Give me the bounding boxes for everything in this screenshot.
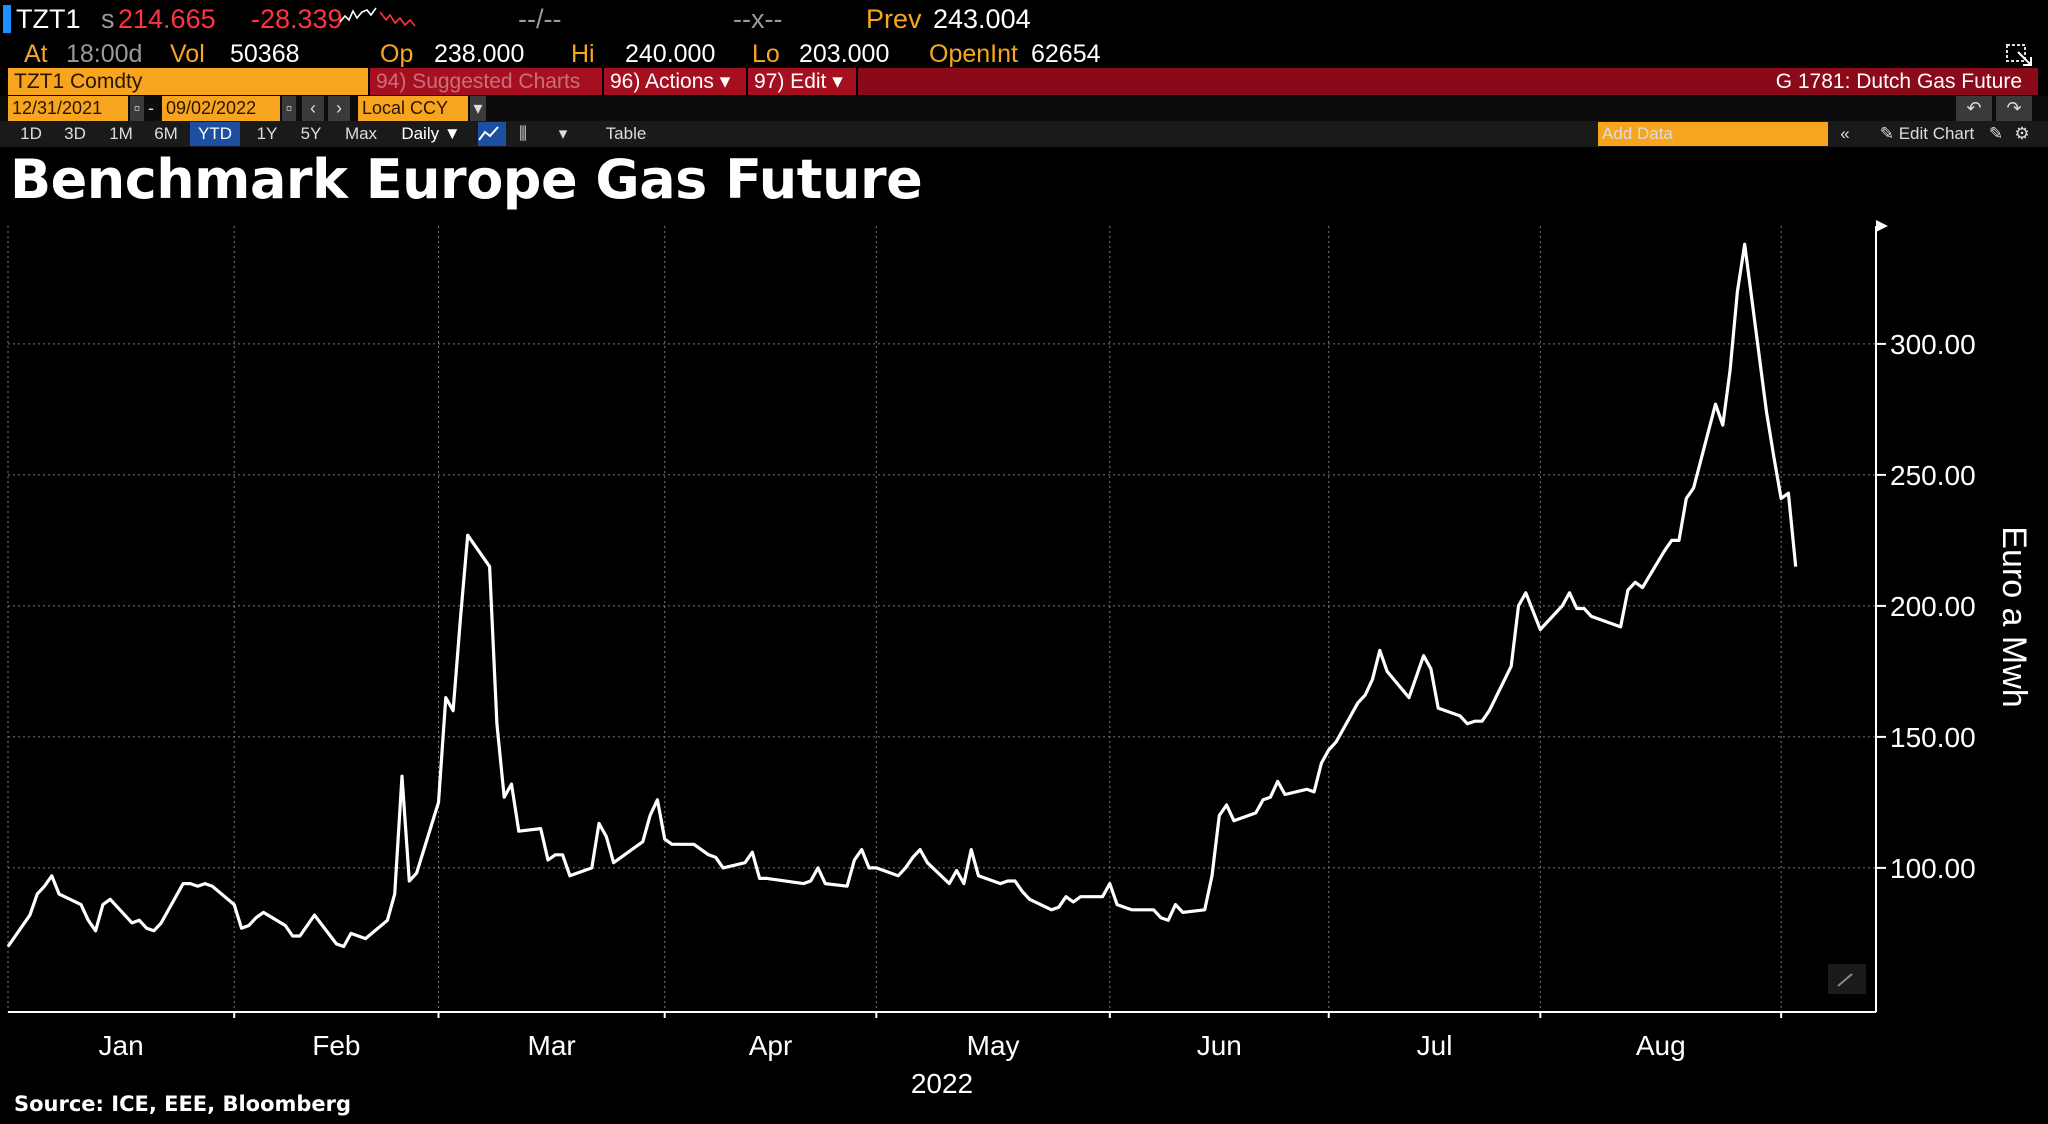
period-1m[interactable]: 1M: [109, 124, 133, 143]
security-field[interactable]: TZT1 Comdty: [8, 68, 368, 95]
x-tick-label: May: [967, 1030, 1020, 1061]
period-1d[interactable]: 1D: [20, 124, 42, 143]
y-tick-label: 200.00: [1890, 591, 1976, 622]
frequency-select[interactable]: Daily ▼: [401, 124, 461, 143]
currency-select[interactable]: Local CCY: [358, 96, 468, 121]
gear-icon[interactable]: ⚙: [2014, 124, 2030, 143]
add-data-input[interactable]: Add Data: [1598, 122, 1828, 146]
x-tick-label: Mar: [528, 1030, 576, 1061]
chart-source: Source: ICE, EEE, Bloomberg: [14, 1092, 352, 1116]
edit-menu[interactable]: 97) Edit ▾: [748, 68, 856, 95]
x-tick-label: Jul: [1417, 1030, 1453, 1061]
low-price: 203.000: [799, 40, 890, 68]
security-bar: TZT1 Comdty 94) Suggested Charts 96) Act…: [0, 68, 2048, 95]
sparkline-red-icon: [380, 6, 416, 30]
open-label: Op: [380, 40, 414, 68]
ticker[interactable]: TZT1: [16, 4, 81, 34]
start-calendar-icon[interactable]: ▫: [130, 96, 144, 121]
period-6m[interactable]: 6M: [154, 124, 178, 143]
high-price: 240.000: [625, 40, 716, 68]
chart-title: Benchmark Europe Gas Future: [10, 148, 923, 211]
quote-time: 18:00d: [66, 40, 143, 68]
function-bar: G 1781: Dutch Gas Future: [858, 68, 2038, 95]
bid-ask: --/--: [518, 4, 562, 34]
price-series-line[interactable]: [6, 242, 1798, 949]
suggested-charts-button[interactable]: 94) Suggested Charts: [370, 68, 602, 95]
security-marker: [3, 5, 11, 33]
end-date-field[interactable]: 09/02/2022: [162, 96, 280, 121]
edit-chart-button[interactable]: ✎ Edit Chart: [1862, 122, 1992, 146]
at-label: At: [24, 40, 48, 68]
undo-icon[interactable]: ↶: [1956, 96, 1992, 121]
price-prefix: s: [101, 4, 115, 34]
redo-icon[interactable]: ↷: [1996, 96, 2032, 121]
vol-label: Vol: [170, 40, 205, 68]
period-3d[interactable]: 3D: [64, 124, 86, 143]
date-separator: -: [148, 98, 154, 118]
line-chart-icon[interactable]: [478, 122, 506, 146]
open-interest: 62654: [1031, 40, 1101, 68]
function-title: G 1781: Dutch Gas Future: [1775, 70, 2022, 93]
actions-menu[interactable]: 96) Actions ▾: [604, 68, 746, 95]
edit-chart-label: Edit Chart: [1898, 124, 1975, 143]
date-range-bar: 12/31/2021 ▫ - 09/02/2022 ▫ ‹ › Local CC…: [0, 96, 2048, 121]
x-tick-label: Jun: [1197, 1030, 1242, 1061]
period-5y[interactable]: 5Y: [300, 124, 322, 143]
high-label: Hi: [571, 40, 595, 68]
open-interest-label: OpenInt: [929, 40, 1018, 68]
y-axis-arrow-icon: [1876, 220, 1888, 232]
volume: 50368: [230, 40, 300, 68]
bar-chart-icon[interactable]: ⫼: [519, 124, 527, 143]
pencil-icon: ✎: [1879, 124, 1894, 143]
last-price: 214.665: [118, 4, 216, 34]
end-calendar-icon[interactable]: ▫: [282, 96, 296, 121]
y-tick-label: 100.00: [1890, 853, 1976, 884]
prev-close: 243.004: [933, 4, 1031, 34]
period-1y[interactable]: 1Y: [256, 124, 278, 143]
open-price: 238.000: [434, 40, 525, 68]
x-tick-label: Aug: [1636, 1030, 1686, 1061]
stats-line: At 18:00d Vol 50368 Op 238.000 Hi 240.00…: [0, 38, 2048, 70]
sparkline-icon: [340, 6, 378, 30]
quote-line: TZT1 s 214.665 -28.339 --/-- --x-- Prev …: [0, 0, 2048, 38]
y-tick-label: 250.00: [1890, 460, 1976, 491]
period-ytd[interactable]: YTD: [190, 122, 240, 146]
annotate-icon[interactable]: ✎: [1988, 124, 2004, 143]
start-date-field[interactable]: 12/31/2021: [8, 96, 128, 121]
collapse-icon[interactable]: «: [1840, 124, 1850, 143]
x-axis-label: 2022: [911, 1068, 973, 1099]
y-tick-label: 150.00: [1890, 722, 1976, 753]
currency-dropdown-icon[interactable]: ▾: [470, 96, 486, 121]
net-change: -28.339: [251, 4, 343, 34]
popout-icon[interactable]: [2004, 40, 2034, 68]
x-tick-label: Feb: [312, 1030, 360, 1061]
y-tick-label: 300.00: [1890, 329, 1976, 360]
period-toolbar: 1D 3D 1M 6M YTD 1Y 5Y Max Daily ▼ ⫼ ▾ Ta…: [0, 121, 2048, 147]
bid-ask-size: --x--: [733, 4, 783, 34]
prev-range-icon[interactable]: ‹: [302, 96, 324, 121]
next-range-icon[interactable]: ›: [328, 96, 350, 121]
x-tick-label: Apr: [749, 1030, 793, 1061]
resize-corner-icon[interactable]: [1828, 964, 1866, 994]
x-tick-label: Jan: [99, 1030, 144, 1061]
prev-label: Prev: [866, 4, 922, 34]
low-label: Lo: [752, 40, 780, 68]
table-button[interactable]: Table: [605, 124, 647, 143]
chart-type-dropdown-icon[interactable]: ▾: [558, 124, 568, 143]
period-max[interactable]: Max: [344, 124, 378, 143]
y-axis-label: Euro a Mwh: [1995, 526, 2033, 707]
